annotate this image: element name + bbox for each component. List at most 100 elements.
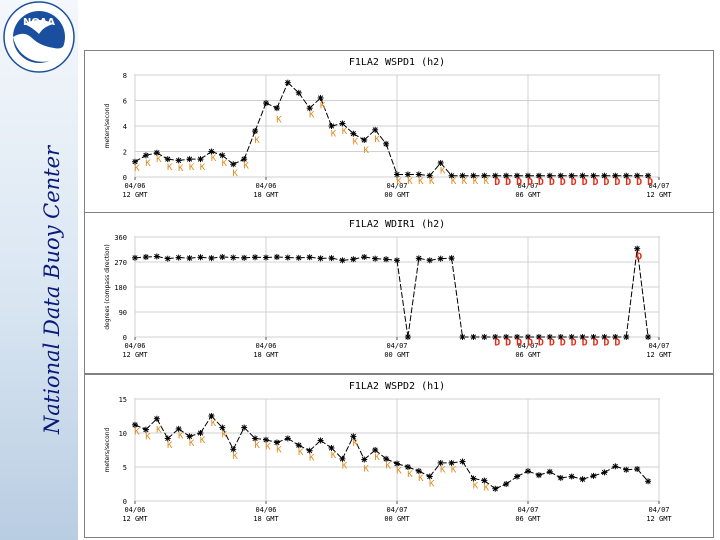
y-tick-label: 6 (123, 98, 127, 106)
flag-d-label: D (560, 177, 566, 188)
chart-title: F1LA2 WDIR1 (h2) (349, 219, 445, 230)
data-point (252, 128, 259, 135)
data-point (623, 466, 630, 473)
x-tick-label-date: 04/07 (386, 342, 407, 350)
flag-k-label: K (156, 155, 162, 165)
data-point (634, 245, 641, 252)
data-point (503, 172, 510, 179)
data-point (241, 156, 248, 163)
data-point (448, 459, 455, 466)
data-point (503, 334, 510, 340)
flag-d-label: D (538, 338, 544, 349)
data-point (361, 137, 368, 144)
data-point (535, 172, 542, 179)
x-tick-label-time: 12 GMT (646, 191, 672, 199)
chart-panel-wspd2: F1LA2 WSPD2 (h1) 0 5 10 15 04/06 12 GMT 04/06 18… (84, 374, 714, 538)
data-point (481, 334, 488, 340)
data-point (448, 172, 455, 179)
y-tick-label: 90 (119, 309, 127, 317)
data-point (219, 254, 226, 260)
data-point (263, 436, 269, 443)
flag-d-label: D (614, 177, 620, 188)
sidebar-title: National Data Buoy Center (40, 145, 64, 435)
data-point (557, 334, 564, 340)
flag-k-label: K (331, 130, 337, 140)
series-segment (233, 158, 245, 165)
flag-d-label: D (571, 177, 577, 188)
series-segment (418, 470, 430, 477)
data-point (153, 149, 160, 156)
chart-title: F1LA2 WSPD2 (h1) (349, 381, 445, 392)
flag-d-label: D (614, 338, 620, 349)
data-point (132, 254, 138, 261)
series-segment (298, 444, 310, 452)
data-point (284, 79, 291, 86)
data-point (164, 156, 171, 163)
flag-d-label: D (527, 338, 533, 349)
data-point (645, 172, 652, 179)
data-point (241, 424, 248, 431)
series-segment (385, 458, 398, 465)
flag-k-label: K (156, 426, 162, 436)
flag-k-label: K (364, 464, 370, 474)
x-tick-label-time: 12 GMT (122, 351, 148, 359)
data-point (306, 105, 313, 112)
data-point (415, 171, 422, 178)
x-tick-label-time: 18 GMT (253, 351, 279, 359)
data-point (295, 442, 302, 449)
data-point (197, 430, 204, 436)
flag-k-label: K (145, 159, 151, 169)
data-point (568, 473, 575, 480)
x-tick-label-date: 04/06 (255, 342, 276, 350)
data-point (568, 172, 575, 179)
data-point (470, 172, 477, 179)
series-segment (451, 258, 463, 338)
flag-k-label: K (407, 470, 413, 480)
data-point (481, 172, 488, 179)
flag-d-label: D (625, 177, 631, 188)
flag-k-label: K (320, 102, 326, 112)
flag-k-label: K (309, 111, 315, 121)
flag-k-label: K (298, 448, 304, 458)
x-tick-label-time: 00 GMT (384, 351, 410, 359)
flag-k-label: K (254, 136, 260, 146)
data-point (437, 159, 444, 166)
flag-k-label: K (473, 177, 479, 187)
data-point (557, 474, 564, 481)
series-segment (625, 248, 638, 338)
flag-k-label: K (189, 439, 195, 449)
data-point (514, 473, 521, 480)
data-point (361, 254, 368, 260)
data-point (579, 172, 586, 179)
flag-k-label: K (178, 164, 184, 174)
data-point (535, 472, 542, 479)
series-segment (134, 424, 147, 431)
flag-k-label: K (265, 443, 271, 453)
data-point (263, 100, 269, 107)
data-point (273, 439, 280, 446)
data-point (579, 334, 586, 340)
flag-d-label: D (560, 338, 566, 349)
data-point (601, 469, 608, 476)
flag-d-label: D (603, 338, 609, 349)
series-segment (353, 133, 365, 141)
x-tick-label-date: 04/06 (124, 342, 145, 350)
data-point (623, 172, 630, 179)
flag-d-label: D (582, 177, 588, 188)
data-point (317, 255, 324, 262)
data-point (546, 172, 553, 179)
data-point (328, 123, 335, 129)
flag-k-label: K (342, 462, 348, 472)
flag-k-label: K (342, 127, 348, 137)
series-segment (527, 470, 540, 476)
y-tick-label: 15 (119, 396, 127, 404)
flag-k-label: K (451, 466, 457, 476)
logo-wave (13, 33, 65, 62)
x-tick-label-date: 04/07 (517, 182, 538, 190)
series-segment (396, 260, 409, 338)
y-tick-label: 0 (123, 174, 127, 182)
data-point (339, 257, 346, 264)
data-point (328, 444, 335, 451)
flag-k-label: K (418, 474, 424, 484)
